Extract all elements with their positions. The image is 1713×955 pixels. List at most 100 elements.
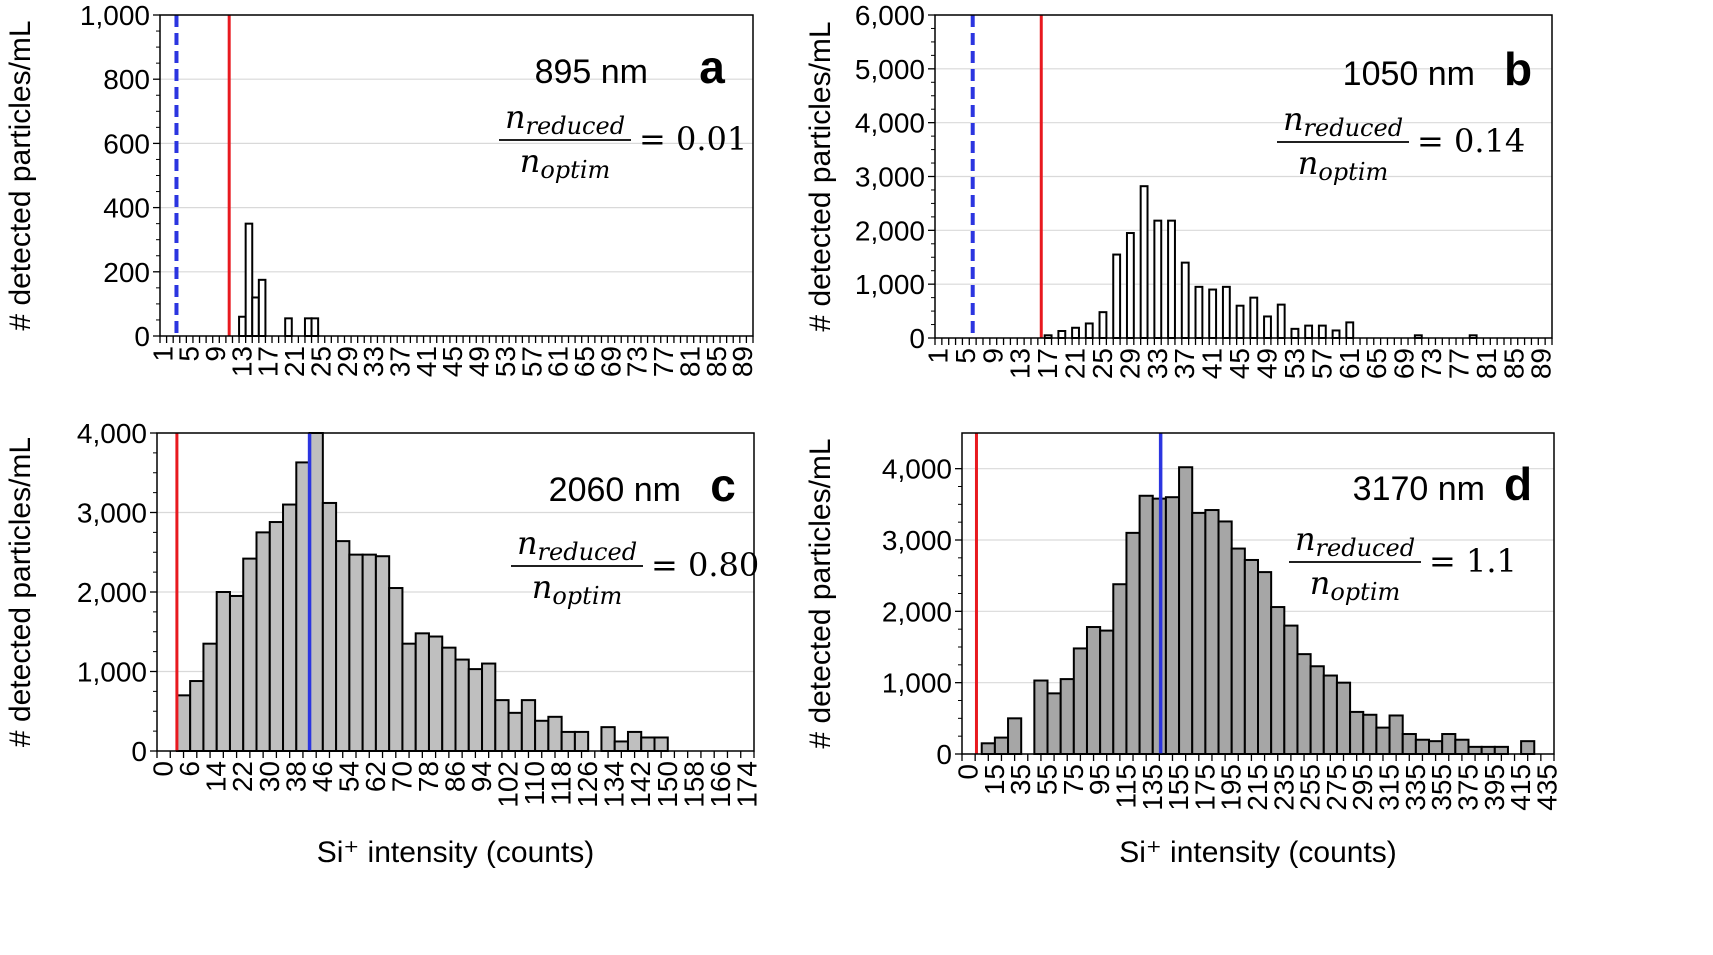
bar	[1290, 327, 1300, 339]
bar	[481, 662, 497, 752]
bar	[1125, 531, 1141, 755]
y-tick-label: 2,000	[855, 215, 925, 246]
x-tick-label: 33	[358, 346, 389, 377]
x-tick-label: 6	[174, 761, 205, 777]
ratio-denominator: noptim	[1298, 144, 1389, 186]
ratio-value: = 1.1	[1429, 542, 1517, 580]
bar	[1033, 679, 1049, 756]
y-tick-label: 1,000	[77, 657, 147, 688]
ratio-numerator: nreduced	[505, 98, 625, 140]
bar	[401, 642, 417, 752]
bar	[454, 658, 470, 753]
x-tick-label: 22	[227, 761, 258, 792]
panel-letter: c	[710, 459, 736, 511]
x-tick-label: 215	[1242, 764, 1273, 811]
x-tick-label: 0	[148, 761, 179, 777]
bar	[1349, 710, 1365, 755]
bar	[361, 553, 377, 753]
y-tick-label: 0	[909, 323, 925, 354]
bar	[467, 668, 484, 752]
bar	[202, 642, 218, 752]
x-tick-label: 69	[595, 346, 626, 377]
bar	[573, 730, 590, 752]
bar	[1257, 571, 1273, 755]
x-tick-label: 65	[569, 346, 600, 377]
bar	[427, 635, 444, 753]
x-tick-label: 38	[280, 761, 311, 792]
bar	[600, 726, 616, 753]
x-tick-label: 49	[1251, 348, 1282, 379]
x-tick-label: 77	[648, 346, 679, 377]
x-tick-label: 81	[1471, 348, 1502, 379]
wavelength-label: 895 nm	[535, 53, 648, 91]
panel-letter: b	[1504, 43, 1532, 95]
x-tick-label: 118	[546, 761, 577, 806]
x-tick-label: 69	[1389, 348, 1420, 379]
x-tick-label: 150	[652, 761, 683, 808]
bar	[1335, 681, 1352, 756]
x-tick-label: 5	[950, 348, 981, 364]
x-tick-label: 1	[922, 348, 953, 364]
bar	[348, 553, 364, 753]
bar	[1296, 653, 1312, 756]
bar	[1270, 606, 1286, 756]
bar	[1467, 745, 1483, 755]
bar	[1112, 583, 1128, 756]
y-tick-label: 1,000	[882, 668, 952, 699]
y-tick-label: 0	[134, 321, 150, 352]
chart-panel-c: 0614223038465462707886941021101181261341…	[4, 418, 762, 869]
x-tick-label: 75	[1058, 764, 1089, 795]
x-tick-label: 13	[1005, 348, 1036, 379]
bar	[534, 719, 550, 752]
ratio-denominator: noptim	[532, 568, 623, 610]
bar	[1235, 304, 1245, 340]
x-tick-label: 65	[1361, 348, 1392, 379]
bar	[494, 699, 510, 752]
x-tick-label: 45	[1224, 348, 1255, 379]
bar	[993, 736, 1010, 755]
bar	[228, 594, 245, 752]
x-tick-label: 73	[1416, 348, 1447, 379]
ratio-value: = 0.80	[651, 546, 759, 584]
bar	[1072, 647, 1088, 756]
x-tick-label: 415	[1505, 764, 1536, 811]
bar	[640, 736, 656, 752]
x-tick-label: 25	[1087, 348, 1118, 379]
x-tick-label: 57	[516, 346, 547, 377]
bar	[507, 711, 523, 753]
bar	[1098, 311, 1108, 340]
y-tick-label: 1,000	[80, 0, 150, 31]
bar	[257, 278, 267, 338]
bar	[1454, 738, 1470, 756]
x-tick-label: 174	[731, 761, 762, 808]
x-tick-label: 55	[1032, 764, 1063, 795]
bar	[1085, 626, 1102, 756]
y-tick-label: 2,000	[77, 577, 147, 608]
x-tick-label: 85	[701, 346, 732, 377]
x-tick-label: 89	[1526, 348, 1557, 379]
bar	[1322, 674, 1338, 755]
y-tick-label: 1,000	[855, 269, 925, 300]
x-tick-label: 195	[1216, 764, 1247, 811]
bar	[335, 540, 351, 752]
x-tick-label: 95	[1084, 764, 1115, 795]
x-tick-label: 86	[440, 761, 471, 792]
bar	[1167, 219, 1176, 339]
y-tick-label: 200	[103, 257, 150, 288]
bar	[374, 555, 391, 752]
wavelength-label: 2060 nm	[549, 471, 681, 509]
x-tick-label: 315	[1374, 764, 1405, 811]
wavelength-label: 3170 nm	[1353, 470, 1485, 508]
chart-panel-a: 1591317212529333741454953576165697377818…	[4, 0, 758, 377]
x-tick-label: 126	[572, 761, 603, 808]
x-tick-label: 21	[279, 346, 310, 377]
bar	[1520, 740, 1536, 755]
x-tick-label: 134	[599, 761, 630, 808]
x-tick-label: 158	[678, 761, 709, 808]
bar	[1493, 745, 1509, 755]
bar	[1217, 520, 1233, 755]
y-tick-label: 3,000	[77, 498, 147, 529]
bar	[1249, 296, 1259, 339]
